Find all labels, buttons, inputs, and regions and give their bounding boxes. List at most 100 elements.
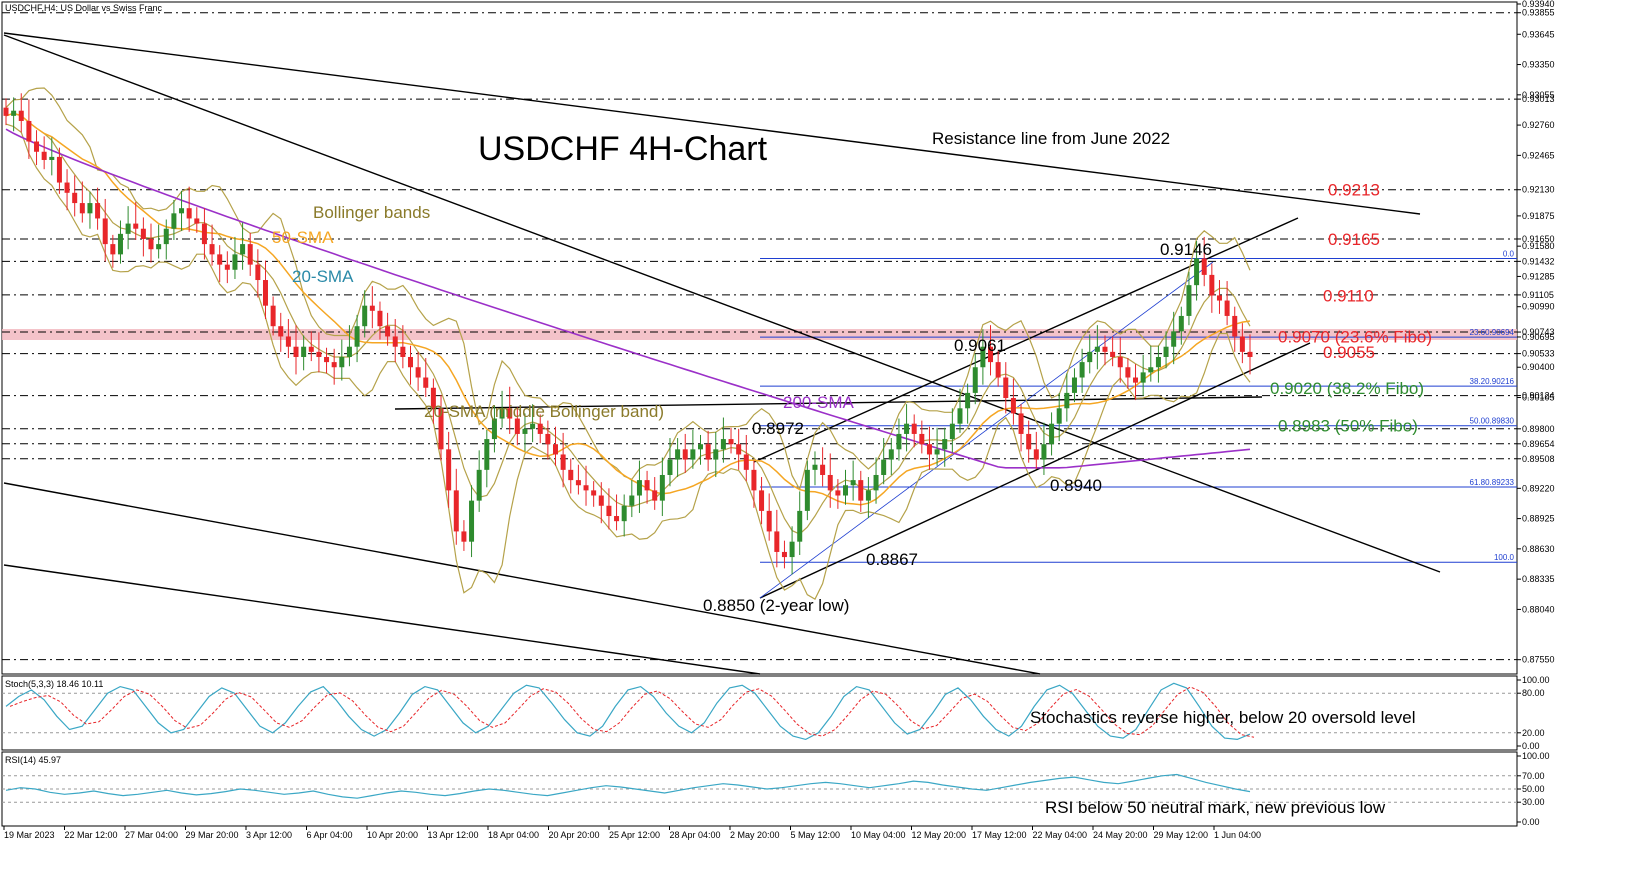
candle-body [751, 469, 757, 491]
candle-body [1117, 356, 1123, 368]
candle-body [34, 141, 40, 152]
candle-body [201, 223, 207, 245]
candle-body [888, 449, 894, 460]
candle-body [1010, 398, 1016, 414]
candle-body [72, 192, 78, 204]
candle-body [331, 362, 337, 368]
time-tick-label: 19 Mar 2023 [4, 830, 55, 840]
candle-body [438, 408, 444, 450]
candle-body [614, 516, 620, 522]
candle-body [598, 495, 604, 506]
candle-body [385, 326, 391, 337]
candle-body [377, 310, 383, 327]
price-tick-label: 0.90124 [1522, 391, 1555, 401]
candle-body [659, 474, 665, 501]
symbol-header: USDCHF,H4: US Dollar vs Swiss Franc [5, 3, 163, 13]
price-tick-label: 0.92130 [1522, 185, 1555, 195]
candle-body [919, 433, 925, 445]
candle-body [293, 346, 299, 357]
candle-body [240, 244, 246, 255]
candle-body [652, 490, 658, 501]
level-label: 0.9165 [1328, 230, 1380, 249]
rsi-tick-label: 30.00 [1522, 797, 1545, 807]
candle-body [911, 423, 917, 434]
price-tick-label: 0.91432 [1522, 256, 1555, 266]
trend-line [759, 261, 1214, 599]
candle-body [1026, 433, 1032, 450]
candle-body [720, 439, 726, 450]
fib-label: 61.80.89233 [1470, 478, 1515, 487]
rsi-note: RSI below 50 neutral mark, new previous … [1045, 798, 1386, 817]
time-tick-label: 28 Apr 04:00 [670, 830, 721, 840]
candle-body [881, 459, 887, 475]
stoch-header: Stoch(5,3,3) 18.46 10.11 [5, 679, 103, 689]
candle-body [1239, 336, 1245, 352]
candle-body [1056, 408, 1062, 424]
candle-body [827, 474, 833, 491]
candle-body [278, 326, 284, 337]
candle-body [1125, 367, 1131, 378]
candle-body [766, 510, 772, 532]
candle-body [896, 433, 902, 450]
price-tick-label: 0.93645 [1522, 29, 1555, 39]
candle-body [469, 500, 475, 542]
time-tick-label: 6 Apr 04:00 [307, 830, 353, 840]
trend-line [753, 217, 1299, 463]
annotation-20sma: 20-SMA [292, 267, 354, 286]
candle-body [965, 392, 971, 409]
time-tick-label: 25 Apr 12:00 [609, 830, 660, 840]
candle-body [1148, 367, 1154, 373]
candle-body [186, 208, 192, 219]
price-tick-label: 0.87550 [1522, 655, 1555, 665]
candle-body [56, 156, 62, 183]
rsi-line [5, 773, 1251, 799]
candle-body [530, 423, 536, 429]
candle-body [285, 336, 291, 347]
candle-body [49, 156, 55, 160]
rsi-tick-label: 70.00 [1522, 771, 1545, 781]
price-tick-label: 0.90695 [1522, 332, 1555, 342]
trend-line [759, 342, 1311, 599]
candle-body [224, 264, 230, 270]
candle-body [1003, 377, 1009, 399]
candle-body [1232, 315, 1238, 337]
candle-body [1041, 444, 1047, 460]
fib-label: 23.60.90694 [1470, 328, 1515, 337]
chart-title: USDCHF 4H-Chart [478, 130, 768, 168]
rsi-tick-label: 0.00 [1522, 817, 1540, 827]
stoch-tick-label: 20.00 [1522, 728, 1545, 738]
candle-body [537, 423, 543, 434]
time-tick-label: 10 May 04:00 [851, 830, 906, 840]
candle-body [179, 208, 185, 214]
price-label-0-8972: 0.8972 [752, 419, 804, 438]
candle-body [1102, 346, 1108, 352]
candle-body [346, 346, 352, 357]
time-tick-label: 24 May 20:00 [1093, 830, 1148, 840]
price-tick-label: 0.93350 [1522, 60, 1555, 70]
trend-line [3, 32, 1421, 215]
candle-body [812, 464, 818, 470]
candle-body [301, 346, 307, 357]
candle-body [972, 367, 978, 393]
candle-body [713, 449, 719, 460]
candle-body [270, 305, 276, 327]
candle-body [499, 408, 505, 419]
price-tick-label: 0.90743 [1522, 327, 1555, 337]
candle-body [865, 490, 871, 501]
horizontal-levels [2, 12, 1517, 661]
time-tick-label: 18 Apr 04:00 [488, 830, 539, 840]
price-label-0-8940: 0.8940 [1050, 476, 1102, 495]
candle-body [453, 490, 459, 532]
level-label: 0.9055 [1323, 343, 1375, 362]
price-tick-label: 0.89654 [1522, 439, 1555, 449]
candle-body [644, 480, 650, 491]
annotation-50sma: 50-SMA [272, 228, 334, 247]
stoch-note: Stochastics reverse higher, below 20 ove… [1030, 708, 1416, 727]
stoch-pane-frame [1, 675, 1518, 751]
stoch-tick-label: 80.00 [1522, 688, 1545, 698]
candle-body [11, 110, 17, 116]
candle-body [934, 449, 940, 455]
candle-body [1171, 331, 1177, 347]
candle-body [591, 490, 597, 496]
candle-body [491, 418, 497, 440]
